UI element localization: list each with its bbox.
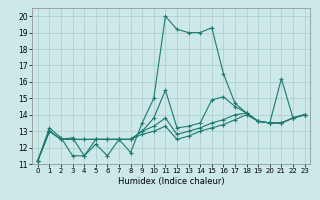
X-axis label: Humidex (Indice chaleur): Humidex (Indice chaleur) bbox=[118, 177, 225, 186]
